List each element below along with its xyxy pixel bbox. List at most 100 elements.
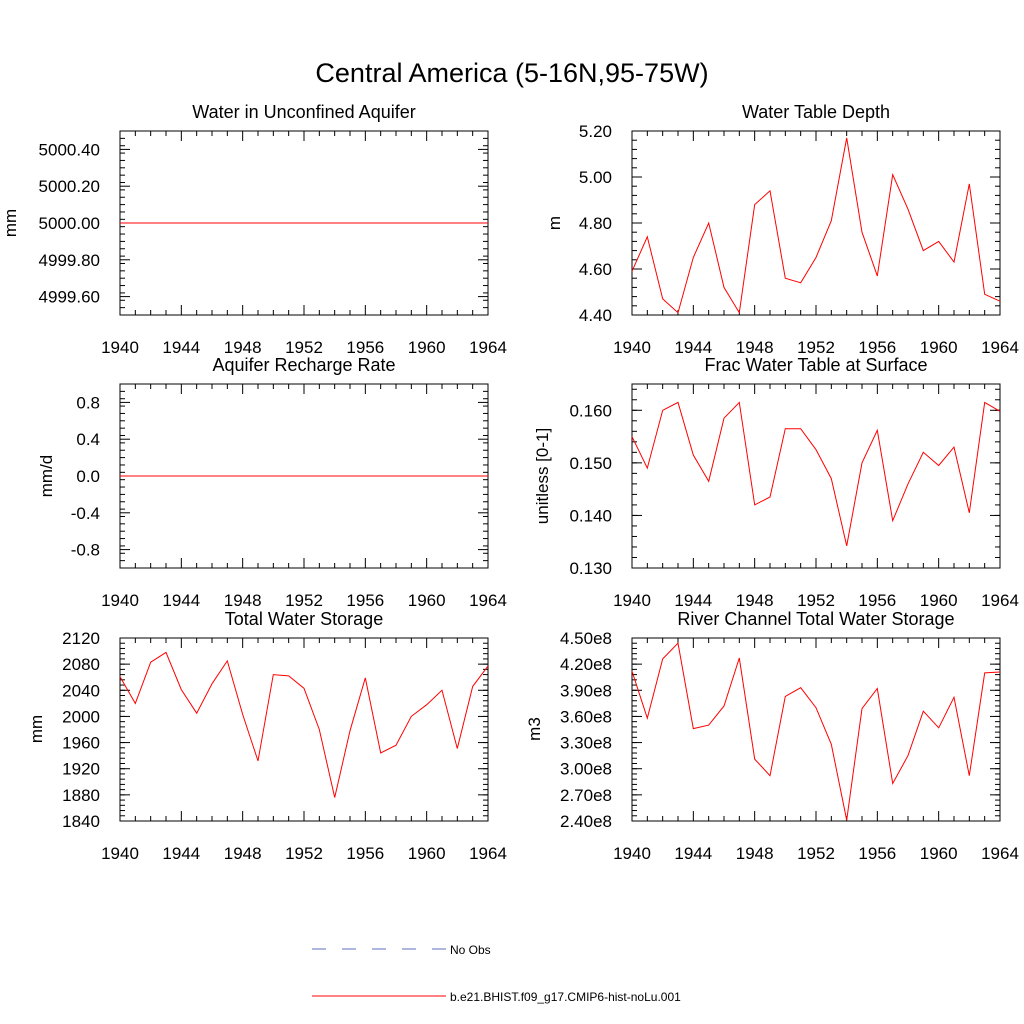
legend: No Obs b.e21.BHIST.f09_g17.CMIP6-hist-no…	[312, 943, 681, 1004]
y-tick-label: 0.8	[76, 393, 100, 412]
x-tick-label: 1956	[858, 844, 896, 863]
x-tick-label: 1956	[858, 591, 896, 610]
x-tick-label: 1940	[613, 844, 651, 863]
y-tick-label: 4.50e8	[560, 629, 612, 648]
plot-frame	[631, 130, 1001, 316]
x-tick-label: 1960	[408, 591, 446, 610]
x-tick-label: 1944	[162, 844, 200, 863]
x-tick-label: 1964	[469, 844, 507, 863]
x-tick-label: 1948	[736, 591, 774, 610]
x-tick-label: 1940	[101, 338, 139, 357]
y-tick-label: 0.0	[76, 467, 100, 486]
panel-5: Total Water Storage 1940 1944 1948 1952 1956 1…	[27, 609, 507, 863]
y-axis-label: mm/d	[37, 455, 56, 498]
y-tick-label: 4.80	[579, 214, 612, 233]
y-tick-label: 5000.00	[39, 214, 100, 233]
x-tick-label: 1960	[920, 591, 958, 610]
series-line	[119, 651, 489, 798]
x-tick-label: 1948	[224, 844, 262, 863]
panel-title: Total Water Storage	[225, 609, 383, 629]
panel-4: Frac Water Table at Surface 1940 1944 1948 1…	[533, 355, 1019, 610]
x-tick-label: 1960	[408, 338, 446, 357]
y-tick-label: 1920	[62, 760, 100, 779]
legend-no-obs-label: No Obs	[450, 943, 491, 957]
y-tick-label: 3.90e8	[560, 681, 612, 700]
y-axis-label: unitless [0-1]	[533, 428, 552, 524]
y-tick-label: 4999.60	[39, 288, 100, 307]
x-tick-label: 1952	[797, 844, 835, 863]
x-tick-label: 1940	[613, 591, 651, 610]
x-tick-label: 1964	[469, 591, 507, 610]
x-tick-label: 1948	[224, 338, 262, 357]
x-tick-label: 1940	[101, 844, 139, 863]
panel-title: River Channel Total Water Storage	[677, 609, 954, 629]
panel-title: Water Table Depth	[742, 102, 890, 122]
y-axis-label: mm	[1, 209, 20, 237]
panels: Water in Unconfined Aquifer 1940 1944 1948 1…	[1, 102, 1019, 863]
x-tick-label: 1964	[981, 591, 1019, 610]
y-tick-label: 3.60e8	[560, 707, 612, 726]
y-axis-label: m	[545, 216, 564, 230]
x-tick-label: 1960	[920, 338, 958, 357]
x-tick-label: 1964	[469, 338, 507, 357]
x-tick-label: 1948	[736, 338, 774, 357]
y-tick-label: 0.150	[569, 454, 612, 473]
panel-6: River Channel Total Water Storage 1940 194…	[525, 609, 1019, 863]
x-tick-label: 1952	[285, 844, 323, 863]
x-tick-label: 1956	[858, 338, 896, 357]
y-tick-label: 2120	[62, 629, 100, 648]
x-tick-label: 1964	[981, 338, 1019, 357]
panel-title: Frac Water Table at Surface	[704, 355, 927, 375]
y-tick-label: 1960	[62, 734, 100, 753]
y-axis-label: mm	[27, 715, 46, 743]
x-tick-label: 1960	[408, 844, 446, 863]
y-tick-label: 2080	[62, 655, 100, 674]
y-tick-label: 5.20	[579, 122, 612, 141]
panel-3: Aquifer Recharge Rate 1940 1944 1948 1952 195…	[37, 355, 507, 610]
x-tick-label: 1948	[736, 844, 774, 863]
x-tick-label: 1952	[797, 338, 835, 357]
x-tick-label: 1944	[674, 591, 712, 610]
y-tick-label: 1840	[62, 812, 100, 831]
y-tick-label: -0.4	[71, 504, 100, 523]
x-tick-label: 1944	[674, 338, 712, 357]
x-tick-label: 1944	[674, 844, 712, 863]
y-tick-label: 4.40	[579, 306, 612, 325]
x-tick-label: 1956	[346, 844, 384, 863]
x-tick-label: 1960	[920, 844, 958, 863]
x-tick-label: 1956	[346, 591, 384, 610]
series-line	[631, 137, 1001, 315]
y-tick-label: 5000.20	[39, 177, 100, 196]
figure-title: Central America (5-16N,95-75W)	[315, 58, 708, 88]
panel-1: Water in Unconfined Aquifer 1940 1944 1948 1…	[1, 102, 507, 357]
plot-frame	[631, 637, 1001, 822]
y-tick-label: 2000	[62, 707, 100, 726]
y-tick-label: 2.40e8	[560, 812, 612, 831]
y-axis-label: m3	[525, 717, 544, 741]
x-tick-label: 1944	[162, 591, 200, 610]
y-tick-label: -0.8	[71, 541, 100, 560]
y-tick-label: 0.4	[76, 430, 100, 449]
y-tick-label: 3.30e8	[560, 734, 612, 753]
y-tick-label: 2.70e8	[560, 786, 612, 805]
y-tick-label: 4.20e8	[560, 655, 612, 674]
y-tick-label: 4999.80	[39, 251, 100, 270]
y-tick-label: 1880	[62, 786, 100, 805]
x-tick-label: 1948	[224, 591, 262, 610]
x-tick-label: 1940	[613, 338, 651, 357]
series-line	[631, 401, 1001, 547]
plot-frame	[631, 383, 1001, 569]
plot-frame	[119, 637, 489, 822]
x-tick-label: 1944	[162, 338, 200, 357]
y-tick-label: 5000.40	[39, 140, 100, 159]
panel-title: Water in Unconfined Aquifer	[192, 102, 415, 122]
x-tick-label: 1952	[285, 338, 323, 357]
y-tick-label: 0.160	[569, 401, 612, 420]
y-tick-label: 5.00	[579, 168, 612, 187]
x-tick-label: 1956	[346, 338, 384, 357]
y-tick-label: 2040	[62, 681, 100, 700]
y-tick-label: 3.00e8	[560, 760, 612, 779]
legend-model-label: b.e21.BHIST.f09_g17.CMIP6-hist-noLu.001	[450, 990, 681, 1004]
series-line	[631, 642, 1001, 821]
